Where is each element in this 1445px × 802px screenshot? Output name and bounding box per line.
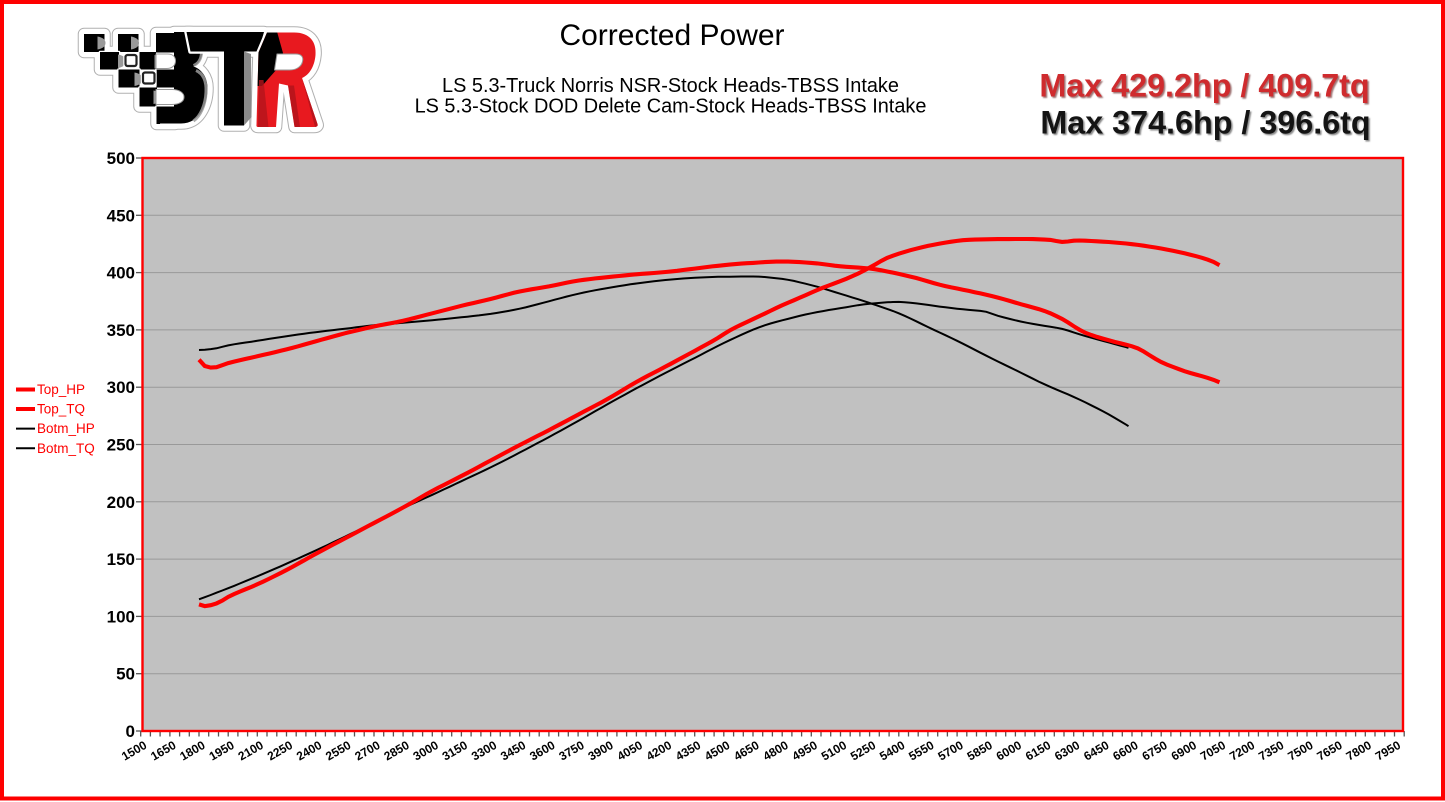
svg-text:200: 200 (107, 493, 135, 512)
svg-text:250: 250 (107, 436, 135, 455)
svg-text:LS 5.3-Stock DOD Delete Cam-St: LS 5.3-Stock DOD Delete Cam-Stock Heads-… (415, 95, 927, 117)
svg-text:150: 150 (107, 550, 135, 569)
svg-text:Top_HP: Top_HP (37, 382, 85, 397)
svg-text:50: 50 (116, 665, 135, 684)
svg-text:0: 0 (126, 722, 135, 741)
svg-text:Max 374.6hp / 396.6tq: Max 374.6hp / 396.6tq (1040, 104, 1370, 140)
svg-text:Botm_TQ: Botm_TQ (37, 441, 95, 456)
svg-text:Max 429.2hp / 409.7tq: Max 429.2hp / 409.7tq (1039, 68, 1369, 104)
svg-text:100: 100 (107, 607, 135, 626)
svg-text:450: 450 (107, 206, 135, 225)
svg-text:350: 350 (107, 321, 135, 340)
svg-text:Botm_HP: Botm_HP (37, 421, 95, 436)
svg-text:Top_TQ: Top_TQ (37, 402, 85, 417)
svg-text:500: 500 (107, 149, 135, 168)
svg-text:400: 400 (107, 264, 135, 283)
svg-text:Corrected Power: Corrected Power (559, 19, 784, 52)
svg-text:300: 300 (107, 378, 135, 397)
svg-text:LS 5.3-Truck Norris NSR-Stock: LS 5.3-Truck Norris NSR-Stock Heads-TBSS… (442, 75, 899, 97)
